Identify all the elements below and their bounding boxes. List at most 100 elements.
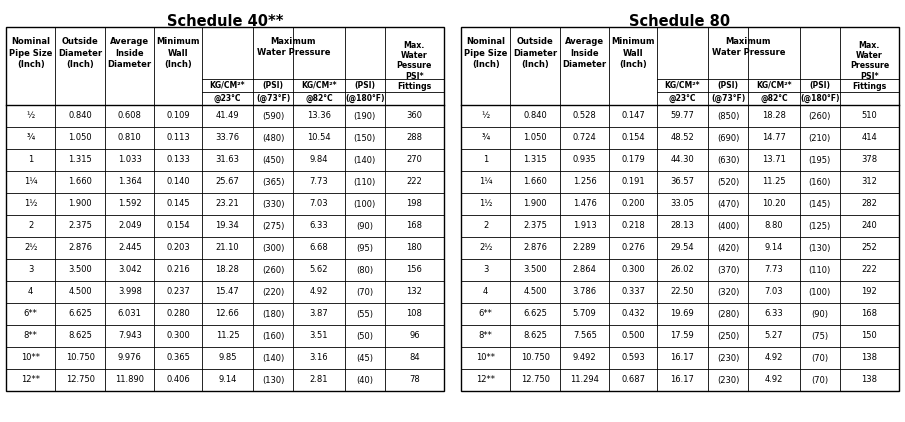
Text: 2: 2 (483, 222, 489, 230)
Text: (@73°F): (@73°F) (711, 94, 746, 103)
Text: 96: 96 (409, 332, 420, 341)
Text: 0.300: 0.300 (621, 265, 645, 274)
Text: 4.500: 4.500 (523, 287, 547, 297)
Text: 198: 198 (406, 200, 423, 208)
Text: (330): (330) (262, 200, 284, 208)
Text: (110): (110) (808, 265, 831, 274)
Text: 1.592: 1.592 (118, 200, 141, 208)
Text: 44.30: 44.30 (671, 155, 694, 165)
Text: Maximum
Water Pressure: Maximum Water Pressure (257, 37, 330, 57)
Text: 0.593: 0.593 (621, 354, 645, 362)
Text: 84: 84 (409, 354, 420, 362)
Text: 1½: 1½ (479, 200, 492, 208)
Text: 16.17: 16.17 (671, 354, 694, 362)
Text: (220): (220) (262, 287, 284, 297)
Text: 11.25: 11.25 (215, 332, 239, 341)
Text: 78: 78 (409, 376, 420, 384)
Text: 33.05: 33.05 (671, 200, 694, 208)
Text: 0.840: 0.840 (523, 111, 548, 121)
Text: (PSI): (PSI) (718, 81, 738, 90)
Text: 9.84: 9.84 (310, 155, 329, 165)
Text: (40): (40) (357, 376, 373, 384)
Text: 0.406: 0.406 (167, 376, 190, 384)
Text: 12.750: 12.750 (520, 376, 549, 384)
Text: (230): (230) (717, 376, 739, 384)
Text: (95): (95) (357, 243, 373, 252)
Text: 8.625: 8.625 (523, 332, 548, 341)
Text: 252: 252 (862, 243, 877, 252)
Text: 8.80: 8.80 (765, 222, 783, 230)
Text: (590): (590) (262, 111, 284, 121)
Text: 3.998: 3.998 (118, 287, 142, 297)
Text: 11.294: 11.294 (570, 376, 599, 384)
Text: 12**: 12** (21, 376, 40, 384)
Text: (110): (110) (354, 178, 376, 187)
Text: 156: 156 (406, 265, 423, 274)
Text: 0.935: 0.935 (573, 155, 596, 165)
Text: 0.276: 0.276 (621, 243, 645, 252)
Text: 48.52: 48.52 (671, 133, 694, 143)
Text: 8.625: 8.625 (68, 332, 92, 341)
Text: 0.133: 0.133 (167, 155, 190, 165)
Text: @23°C: @23°C (669, 94, 696, 103)
Text: (145): (145) (808, 200, 831, 208)
Text: 108: 108 (406, 309, 423, 319)
Text: 12.66: 12.66 (215, 309, 239, 319)
Text: 29.54: 29.54 (671, 243, 694, 252)
Text: (450): (450) (262, 155, 284, 165)
Text: 10**: 10** (21, 354, 40, 362)
Text: 1.364: 1.364 (118, 178, 142, 187)
Text: (150): (150) (354, 133, 376, 143)
Text: 222: 222 (862, 265, 877, 274)
Text: 1¼: 1¼ (479, 178, 492, 187)
Text: 4.92: 4.92 (310, 287, 329, 297)
Text: 0.109: 0.109 (167, 111, 190, 121)
Text: (140): (140) (354, 155, 376, 165)
Text: 3.500: 3.500 (523, 265, 548, 274)
Text: (190): (190) (354, 111, 376, 121)
Text: 9.85: 9.85 (218, 354, 237, 362)
Text: 8**: 8** (479, 332, 492, 341)
Text: 11.25: 11.25 (762, 178, 786, 187)
Text: 1.256: 1.256 (573, 178, 596, 187)
Text: 222: 222 (406, 178, 423, 187)
Text: 0.724: 0.724 (573, 133, 596, 143)
Text: 0.280: 0.280 (167, 309, 190, 319)
Text: (125): (125) (808, 222, 831, 230)
Text: (PSI): (PSI) (354, 81, 376, 90)
Text: 13.71: 13.71 (762, 155, 786, 165)
Text: (420): (420) (717, 243, 739, 252)
Text: (55): (55) (357, 309, 373, 319)
Text: 0.237: 0.237 (167, 287, 190, 297)
Text: 5.709: 5.709 (573, 309, 596, 319)
Text: 59.77: 59.77 (671, 111, 694, 121)
Text: 0.154: 0.154 (167, 222, 190, 230)
Text: 26.02: 26.02 (671, 265, 694, 274)
Text: 8**: 8** (24, 332, 38, 341)
Text: 7.73: 7.73 (765, 265, 784, 274)
Text: (PSI): (PSI) (809, 81, 830, 90)
Text: 2½: 2½ (24, 243, 37, 252)
Text: (210): (210) (808, 133, 831, 143)
Text: 1.033: 1.033 (118, 155, 142, 165)
Text: 7.73: 7.73 (310, 178, 329, 187)
Text: (280): (280) (717, 309, 739, 319)
Text: 0.216: 0.216 (167, 265, 190, 274)
Text: 1.476: 1.476 (573, 200, 596, 208)
Text: 1.660: 1.660 (523, 178, 548, 187)
Text: 4.500: 4.500 (69, 287, 92, 297)
Text: 4: 4 (28, 287, 33, 297)
Text: 2.876: 2.876 (523, 243, 548, 252)
Text: Schedule 40**: Schedule 40** (167, 14, 283, 29)
Text: Max.
Water
Pessure
PSI*
Fittings: Max. Water Pessure PSI* Fittings (396, 41, 432, 91)
Text: (130): (130) (808, 243, 831, 252)
Text: (@180°F): (@180°F) (800, 94, 840, 103)
Text: 7.943: 7.943 (118, 332, 142, 341)
Text: 288: 288 (406, 133, 423, 143)
Text: 18.28: 18.28 (762, 111, 786, 121)
Text: 1.050: 1.050 (69, 133, 92, 143)
Bar (461, 27, 899, 391)
Text: Minimum
Wall
(Inch): Minimum Wall (Inch) (612, 38, 655, 69)
Text: 7.03: 7.03 (765, 287, 783, 297)
Text: @82°C: @82°C (305, 94, 333, 103)
